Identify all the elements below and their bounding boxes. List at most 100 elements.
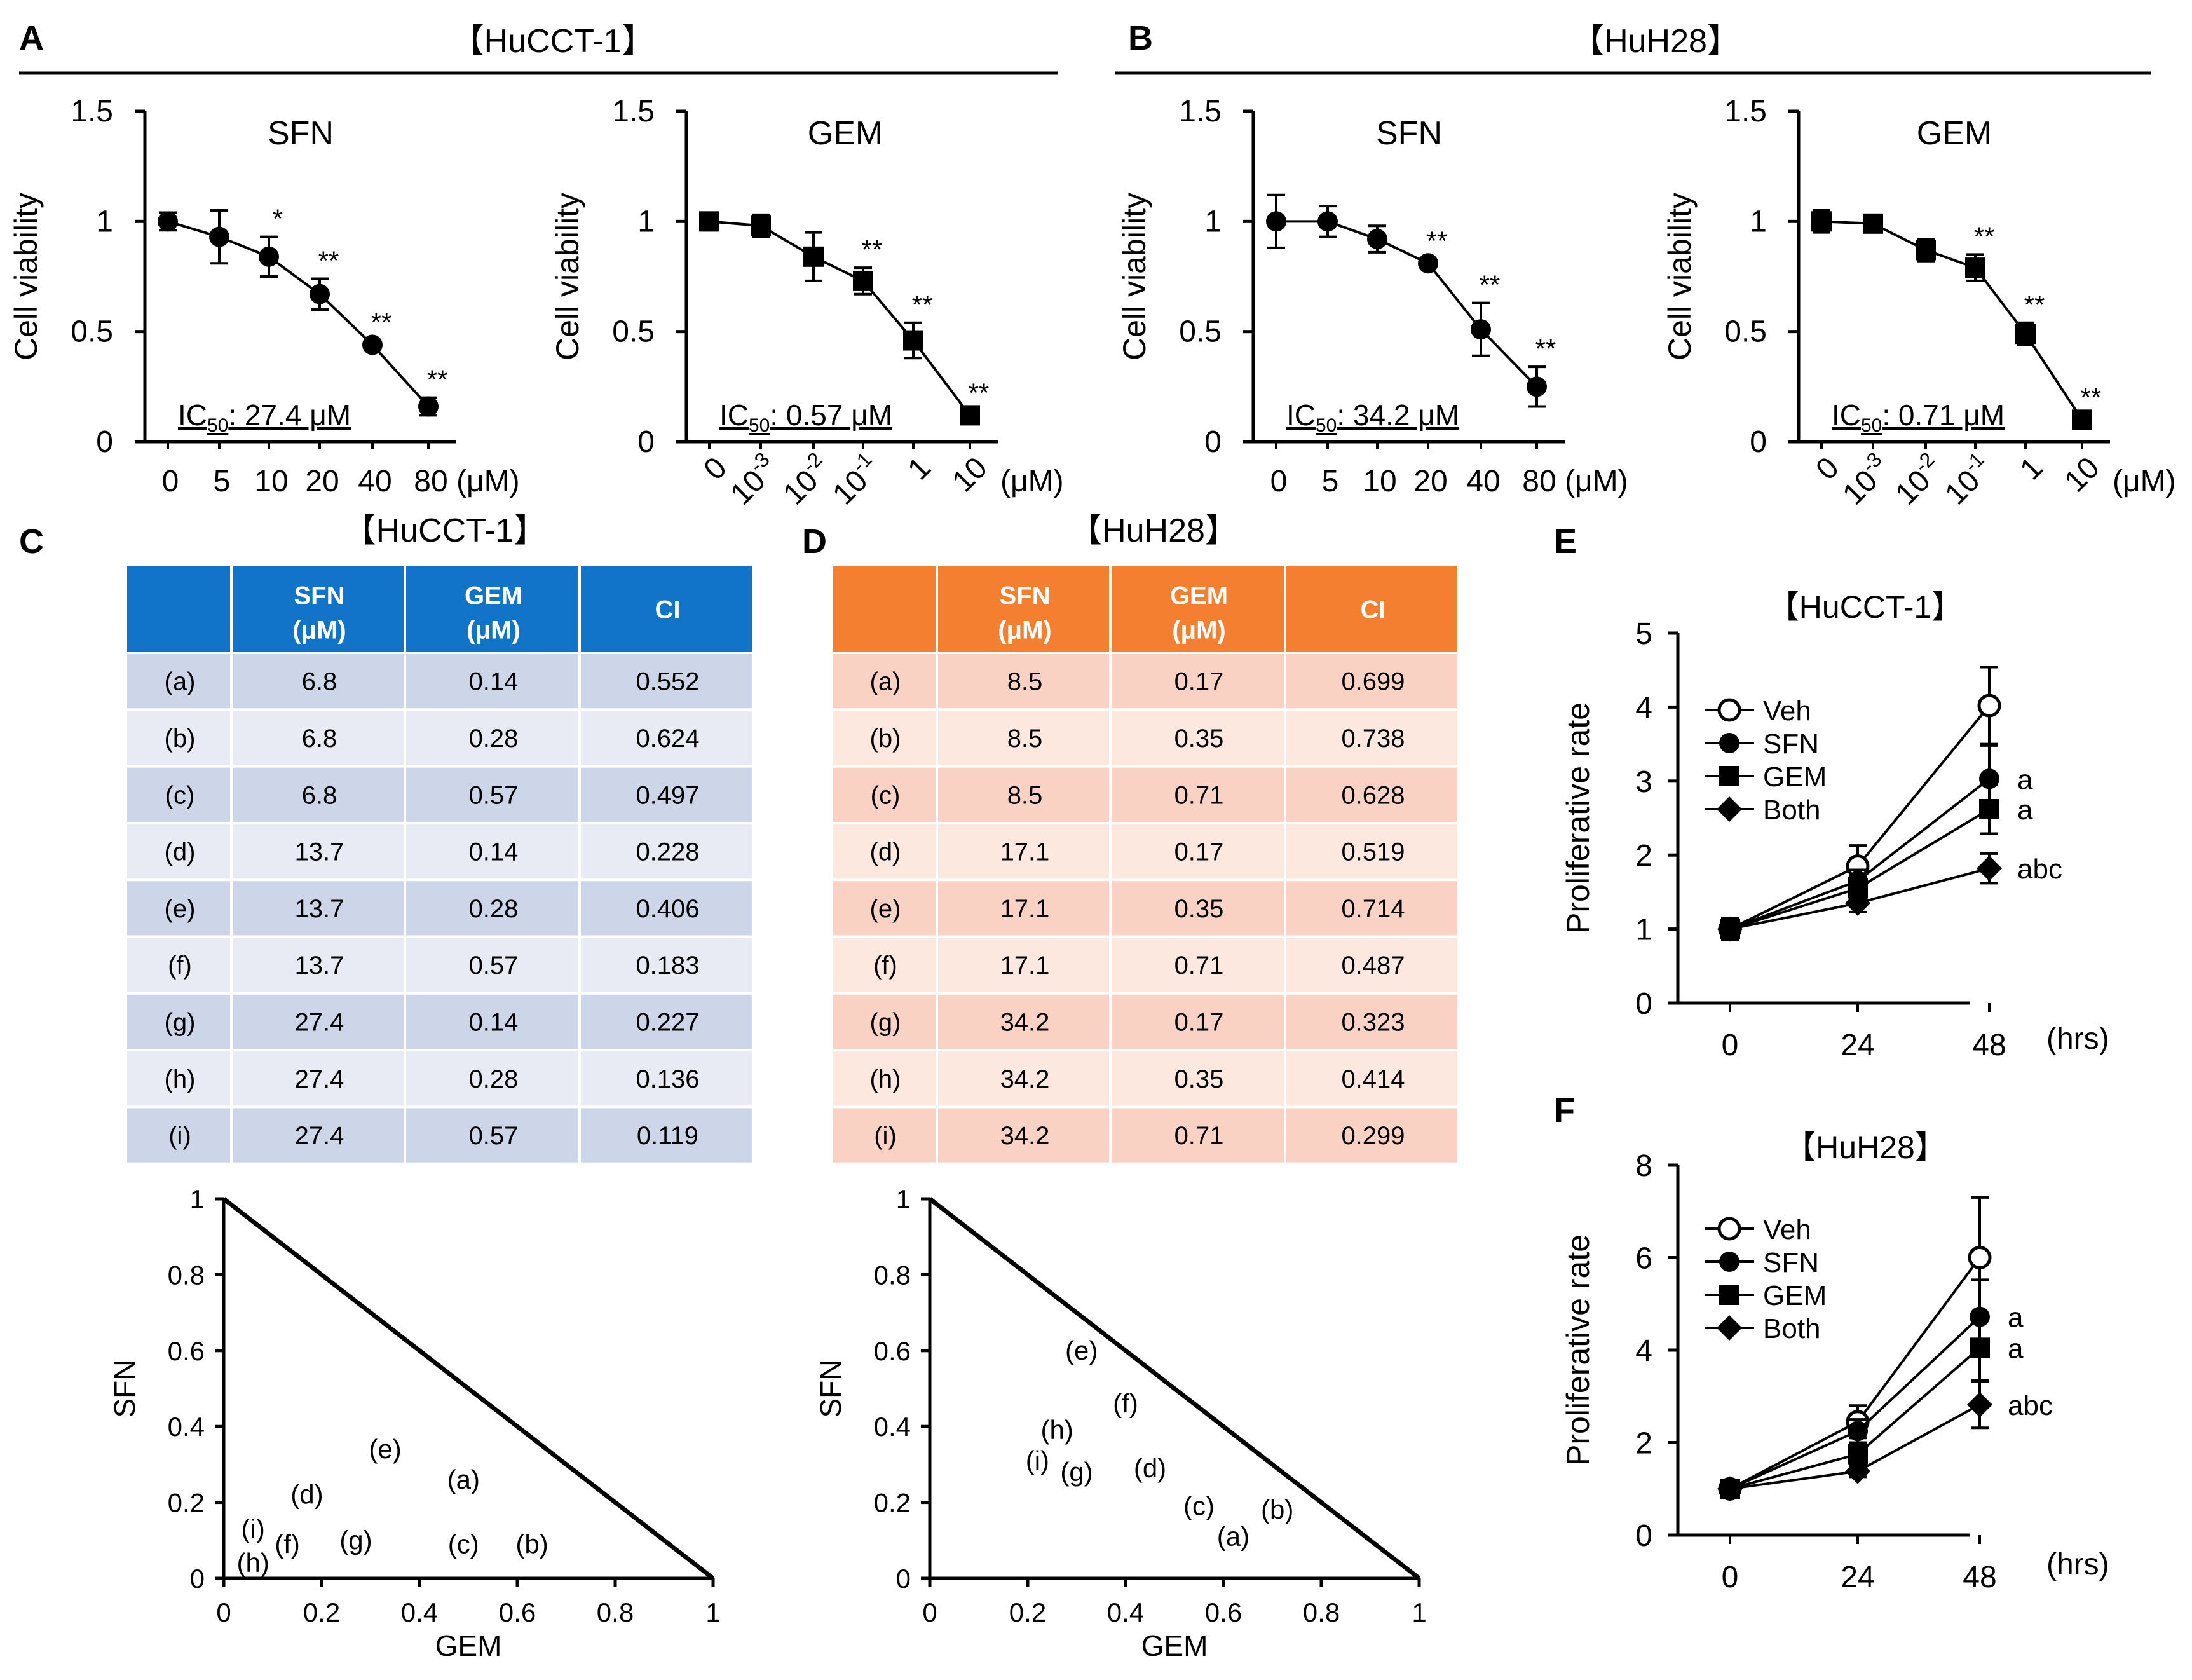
data-point — [1977, 856, 2002, 882]
additivity-line — [222, 1197, 715, 1580]
data-point — [1863, 213, 1883, 234]
x-tick-label: 10-3 — [1833, 447, 1896, 511]
table-cell-value: 17.1 — [1000, 838, 1050, 866]
table-cell-value: 0.71 — [1174, 1122, 1224, 1150]
table-header-label: (μM) — [998, 617, 1051, 645]
data-point — [1717, 1476, 1743, 1502]
y-axis-label: Cell viability — [1117, 193, 1152, 360]
legend-entry-both: Both — [1705, 795, 1821, 826]
x-unit-label: (hrs) — [2046, 1022, 2109, 1056]
x-tick-label: 0.4 — [1107, 1597, 1144, 1627]
table-cell-value: 6.8 — [302, 668, 337, 696]
table-cell — [1286, 1051, 1457, 1106]
table-cell — [1112, 994, 1284, 1049]
combination-point-label: (i) — [242, 1513, 265, 1543]
table-cell-value: (f) — [168, 952, 192, 980]
legend-entry-veh: Veh — [1705, 695, 1811, 727]
table-cell-value: 6.8 — [302, 781, 337, 809]
legend-label: Veh — [1763, 1214, 1811, 1245]
table-cell-value: 0.299 — [1341, 1122, 1405, 1150]
table-cell-value: 8.5 — [1007, 781, 1043, 809]
table-cell — [833, 994, 936, 1049]
x-tick-label: 0.2 — [1009, 1597, 1046, 1627]
panel-B-title: 【HuH28】 — [1571, 23, 1740, 60]
significance-mark: ** — [1535, 334, 1556, 364]
table-cell — [406, 654, 578, 709]
y-axis-label: SFN — [814, 1360, 847, 1418]
legend-entry-gem: GEM — [1705, 1280, 1827, 1311]
data-point — [1848, 1421, 1868, 1442]
table-cell — [233, 1051, 404, 1106]
table-cell — [938, 767, 1109, 822]
y-tick-label: 0.6 — [874, 1336, 911, 1366]
significance-mark: ** — [2024, 290, 2045, 320]
y-tick-label: 0 — [637, 425, 655, 459]
data-point — [1977, 693, 2001, 718]
data-point — [1979, 799, 1999, 820]
table-cell-value: (a) — [870, 668, 901, 696]
data-point — [699, 211, 719, 232]
table-cell-value: 13.7 — [295, 952, 344, 980]
x-tick-label: 24 — [1841, 1560, 1874, 1594]
x-unit-label: (μM) — [1000, 465, 1064, 498]
legend-label: Both — [1763, 795, 1821, 826]
y-tick-label: 1 — [1635, 913, 1652, 947]
table-cell — [833, 654, 936, 709]
table-cell — [233, 767, 404, 822]
table-cell — [938, 1108, 1109, 1163]
table-cell-value: (g) — [870, 1008, 901, 1036]
x-unit-label: (hrs) — [2046, 1548, 2109, 1581]
combination-point-label: (c) — [1183, 1491, 1215, 1521]
data-point — [1527, 376, 1547, 397]
x-tick-label: 10-3 — [721, 447, 784, 511]
ic50-label: IC50: 0.71 μM — [1832, 399, 2005, 436]
x-tick-label: 0 — [697, 451, 733, 486]
table-cell-value: 17.1 — [1000, 895, 1050, 923]
data-point — [751, 215, 771, 236]
table-cell-value: 13.7 — [295, 895, 344, 923]
y-axis-label: Proliferative rate — [1560, 702, 1596, 934]
table-cell — [233, 711, 404, 765]
combination-point-label: (g) — [1060, 1457, 1093, 1487]
table-cell-value: 0.552 — [636, 668, 699, 696]
y-axis-label: Cell viability — [1662, 193, 1698, 360]
panel-E-title: 【HuCCT-1】 — [1767, 589, 1963, 625]
table-cell-value: 0.624 — [636, 725, 699, 753]
table-cell — [938, 881, 1109, 936]
combination-point-label: (h) — [237, 1548, 269, 1578]
combination-point-label: (e) — [1065, 1335, 1098, 1365]
table-cell-value: 8.5 — [1007, 725, 1043, 753]
x-tick-label: 0 — [1270, 465, 1288, 498]
y-tick-label: 0.4 — [168, 1412, 205, 1442]
table-cell-value: 27.4 — [295, 1122, 344, 1150]
table-cell-value: 34.2 — [1000, 1065, 1050, 1093]
x-tick-label: 5 — [1322, 465, 1339, 498]
y-tick-label: 2 — [1635, 1427, 1652, 1461]
data-point — [158, 211, 178, 232]
y-tick-label: 0.4 — [874, 1412, 911, 1442]
legend-label: Both — [1763, 1313, 1821, 1344]
significance-mark: ** — [318, 245, 339, 275]
y-tick-label: 1 — [96, 205, 113, 238]
legend-marker — [1719, 1252, 1739, 1272]
table-cell-value: 0.714 — [1341, 895, 1405, 923]
y-tick-label: 0 — [896, 1564, 911, 1594]
table-cell — [1286, 824, 1457, 879]
combination-point-label: (a) — [1217, 1521, 1249, 1551]
series-line — [1276, 220, 1538, 388]
table-cell-value: 0.57 — [469, 781, 519, 809]
x-tick-label: 1 — [901, 451, 937, 486]
significance-mark: ** — [371, 308, 392, 338]
y-axis-label: Cell viability — [8, 193, 44, 360]
combination-point-label: (i) — [1026, 1445, 1049, 1475]
table-header-cell — [127, 566, 230, 652]
x-tick-label: 0 — [216, 1597, 231, 1627]
table-cell-value: 0.183 — [636, 952, 699, 980]
table-cell — [406, 1108, 578, 1163]
table-cell — [938, 711, 1109, 765]
significance-annotation: a — [2008, 1333, 2024, 1364]
table-header-cell — [938, 566, 1109, 652]
table-cell-value: (f) — [873, 952, 897, 980]
x-tick-label: 0 — [162, 465, 179, 498]
y-tick-label: 1 — [190, 1184, 205, 1214]
